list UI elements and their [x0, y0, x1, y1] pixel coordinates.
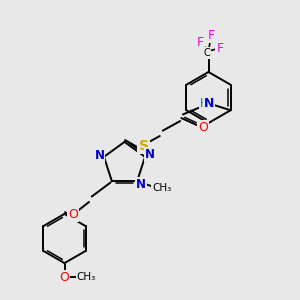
Text: O: O [68, 208, 78, 221]
Text: N: N [145, 148, 154, 161]
Text: S: S [139, 139, 148, 153]
Text: F: F [196, 35, 204, 49]
Text: H: H [200, 97, 209, 110]
Text: CH₃: CH₃ [152, 184, 171, 194]
Text: N: N [94, 149, 104, 162]
Text: CH₃: CH₃ [76, 272, 96, 282]
Text: F: F [208, 29, 215, 42]
Text: N: N [204, 97, 214, 110]
Text: O: O [198, 122, 208, 134]
Text: F: F [216, 42, 224, 56]
Text: C: C [204, 48, 210, 58]
Text: O: O [60, 271, 69, 284]
Text: N: N [136, 178, 146, 191]
